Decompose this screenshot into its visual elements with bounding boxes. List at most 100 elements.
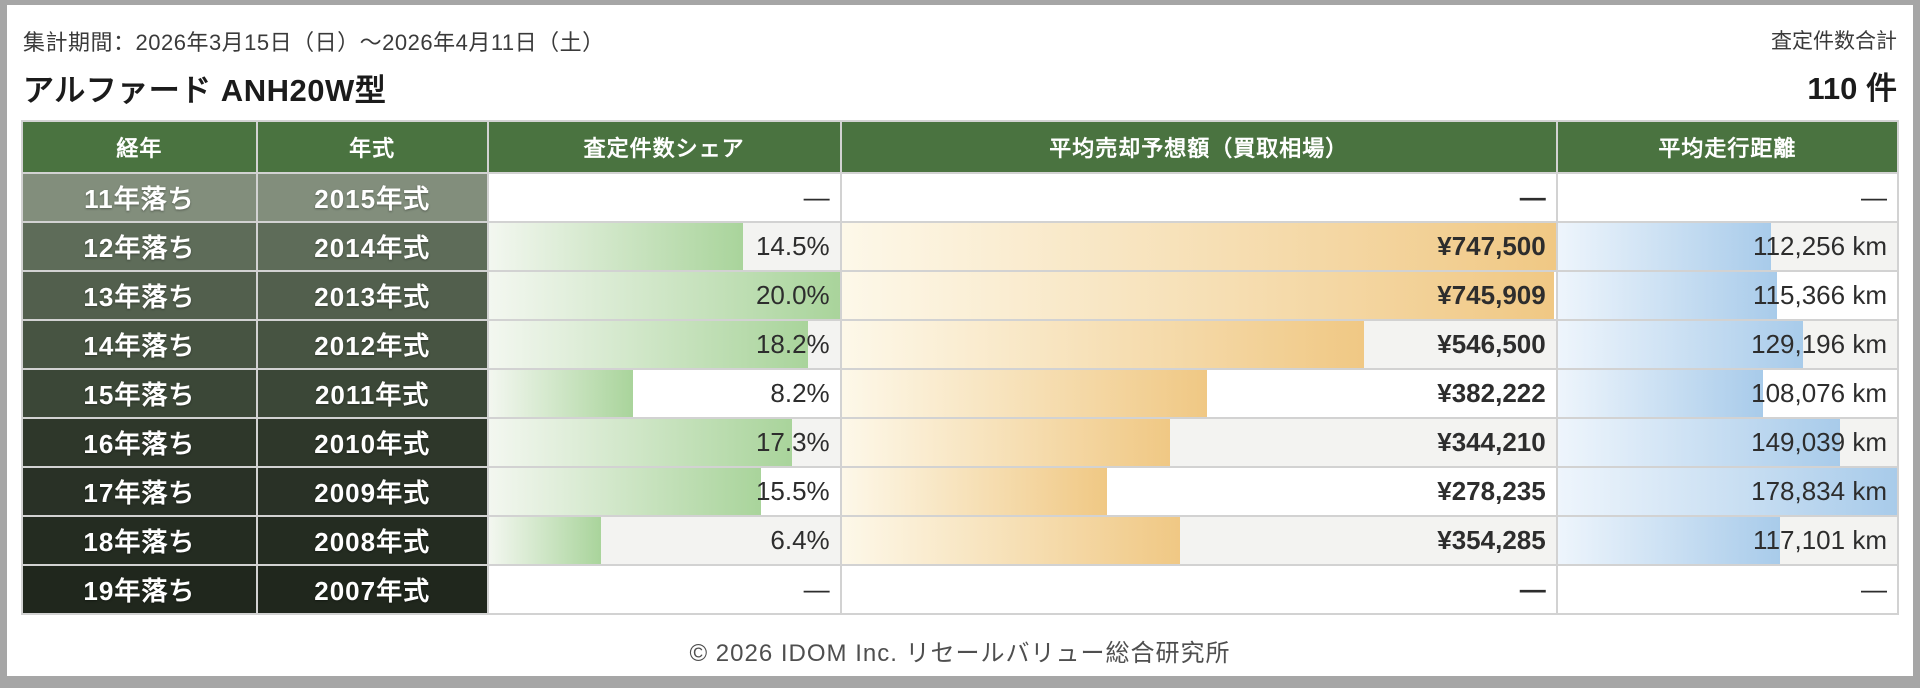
mileage-cell: 149,039 km bbox=[1557, 419, 1897, 466]
share-cell: — bbox=[488, 566, 840, 613]
price-value: ¥546,500 bbox=[1437, 329, 1546, 359]
age-cell: 13年落ち bbox=[23, 272, 256, 319]
page-title: アルファード ANH20W型 bbox=[23, 73, 387, 108]
mileage-value: 129,196 km bbox=[1751, 329, 1887, 359]
header-left: 集計期間：2026年3月15日（日）〜2026年4月11日（土） アルファード … bbox=[23, 25, 605, 110]
valuation-table: 経年 年式 査定件数シェア 平均売却予想額（買取相場） 平均走行距離 11年落ち… bbox=[21, 120, 1899, 615]
copyright-footer: © 2026 IDOM Inc. リセールバリュー総合研究所 bbox=[689, 640, 1231, 667]
price-value: ¥278,235 bbox=[1437, 476, 1546, 506]
mileage-cell: 178,834 km bbox=[1557, 468, 1897, 515]
year-cell: 2009年式 bbox=[257, 468, 487, 515]
year-cell: 2014年式 bbox=[257, 223, 487, 270]
price-data-bar bbox=[841, 223, 1556, 270]
column-header-mileage: 平均走行距離 bbox=[1557, 122, 1897, 172]
year-cell: 2008年式 bbox=[257, 517, 487, 564]
share-cell: 15.5% bbox=[488, 468, 840, 515]
price-cell: ¥382,222 bbox=[841, 370, 1556, 417]
share-data-bar bbox=[488, 517, 601, 564]
age-cell: 12年落ち bbox=[23, 223, 256, 270]
mileage-cell: 112,256 km bbox=[1557, 223, 1897, 270]
share-data-bar bbox=[488, 419, 793, 466]
share-value: 8.2% bbox=[770, 378, 830, 408]
mileage-value: 149,039 km bbox=[1751, 427, 1887, 457]
age-cell: 19年落ち bbox=[23, 566, 256, 613]
share-cell: — bbox=[488, 174, 840, 221]
share-value: 14.5% bbox=[755, 231, 830, 261]
mileage-value: 178,834 km bbox=[1751, 476, 1887, 506]
share-cell: 8.2% bbox=[488, 370, 840, 417]
price-cell: ¥278,235 bbox=[841, 468, 1556, 515]
mileage-data-bar bbox=[1557, 321, 1803, 368]
share-value: — bbox=[803, 182, 830, 212]
column-header-price: 平均売却予想額（買取相場） bbox=[841, 122, 1556, 172]
price-value: — bbox=[1519, 574, 1546, 604]
year-cell: 2012年式 bbox=[257, 321, 487, 368]
mileage-cell: 115,366 km bbox=[1557, 272, 1897, 319]
price-cell: ¥546,500 bbox=[841, 321, 1556, 368]
price-cell: — bbox=[841, 566, 1556, 613]
share-value: — bbox=[803, 574, 830, 604]
year-cell: 2010年式 bbox=[257, 419, 487, 466]
share-data-bar bbox=[488, 370, 633, 417]
price-cell: ¥344,210 bbox=[841, 419, 1556, 466]
age-cell: 16年落ち bbox=[23, 419, 256, 466]
share-cell: 17.3% bbox=[488, 419, 840, 466]
mileage-data-bar bbox=[1557, 272, 1777, 319]
age-cell: 14年落ち bbox=[23, 321, 256, 368]
mileage-value: 112,256 km bbox=[1753, 231, 1887, 261]
share-data-bar bbox=[488, 223, 744, 270]
share-cell: 18.2% bbox=[488, 321, 840, 368]
price-cell: — bbox=[841, 174, 1556, 221]
share-value: 20.0% bbox=[755, 280, 830, 310]
share-cell: 20.0% bbox=[488, 272, 840, 319]
share-value: 15.5% bbox=[755, 476, 830, 506]
mileage-value: 117,101 km bbox=[1753, 525, 1887, 555]
share-cell: 6.4% bbox=[488, 517, 840, 564]
age-cell: 18年落ち bbox=[23, 517, 256, 564]
total-assessments-label: 査定件数合計 bbox=[1771, 30, 1897, 53]
mileage-value: 108,076 km bbox=[1751, 378, 1887, 408]
mileage-data-bar bbox=[1557, 419, 1841, 466]
year-cell: 2015年式 bbox=[257, 174, 487, 221]
price-cell: ¥747,500 bbox=[841, 223, 1556, 270]
report-card: 集計期間：2026年3月15日（日）〜2026年4月11日（土） アルファード … bbox=[7, 5, 1913, 676]
price-value: ¥747,500 bbox=[1437, 231, 1546, 261]
price-cell: ¥745,909 bbox=[841, 272, 1556, 319]
price-data-bar bbox=[841, 272, 1555, 319]
price-cell: ¥354,285 bbox=[841, 517, 1556, 564]
share-data-bar bbox=[488, 321, 809, 368]
column-header-year: 年式 bbox=[257, 122, 487, 172]
mileage-value: — bbox=[1860, 182, 1887, 212]
mileage-cell: 129,196 km bbox=[1557, 321, 1897, 368]
mileage-cell: — bbox=[1557, 174, 1897, 221]
year-cell: 2011年式 bbox=[257, 370, 487, 417]
share-cell: 14.5% bbox=[488, 223, 840, 270]
mileage-cell: 117,101 km bbox=[1557, 517, 1897, 564]
mileage-data-bar bbox=[1557, 223, 1771, 270]
share-value: 17.3% bbox=[755, 427, 830, 457]
price-data-bar bbox=[841, 517, 1181, 564]
price-value: ¥344,210 bbox=[1437, 427, 1546, 457]
year-cell: 2007年式 bbox=[257, 566, 487, 613]
share-data-bar bbox=[488, 468, 761, 515]
column-header-share: 査定件数シェア bbox=[488, 122, 840, 172]
age-cell: 11年落ち bbox=[23, 174, 256, 221]
price-data-bar bbox=[841, 468, 1108, 515]
mileage-value: 115,366 km bbox=[1753, 280, 1887, 310]
aggregation-period: 集計期間：2026年3月15日（日）〜2026年4月11日（土） bbox=[23, 30, 605, 55]
year-cell: 2013年式 bbox=[257, 272, 487, 319]
header-right: 査定件数合計 110 件 bbox=[1771, 25, 1897, 108]
age-cell: 15年落ち bbox=[23, 370, 256, 417]
column-header-age: 経年 bbox=[23, 122, 256, 172]
mileage-cell: 108,076 km bbox=[1557, 370, 1897, 417]
price-data-bar bbox=[841, 370, 1207, 417]
price-value: — bbox=[1519, 182, 1546, 212]
report-header: 集計期間：2026年3月15日（日）〜2026年4月11日（土） アルファード … bbox=[21, 19, 1899, 120]
mileage-data-bar bbox=[1557, 468, 1897, 515]
price-data-bar bbox=[841, 321, 1364, 368]
price-value: ¥745,909 bbox=[1437, 280, 1546, 310]
mileage-data-bar bbox=[1557, 370, 1763, 417]
share-value: 18.2% bbox=[755, 329, 830, 359]
mileage-data-bar bbox=[1557, 517, 1780, 564]
price-data-bar bbox=[841, 419, 1171, 466]
